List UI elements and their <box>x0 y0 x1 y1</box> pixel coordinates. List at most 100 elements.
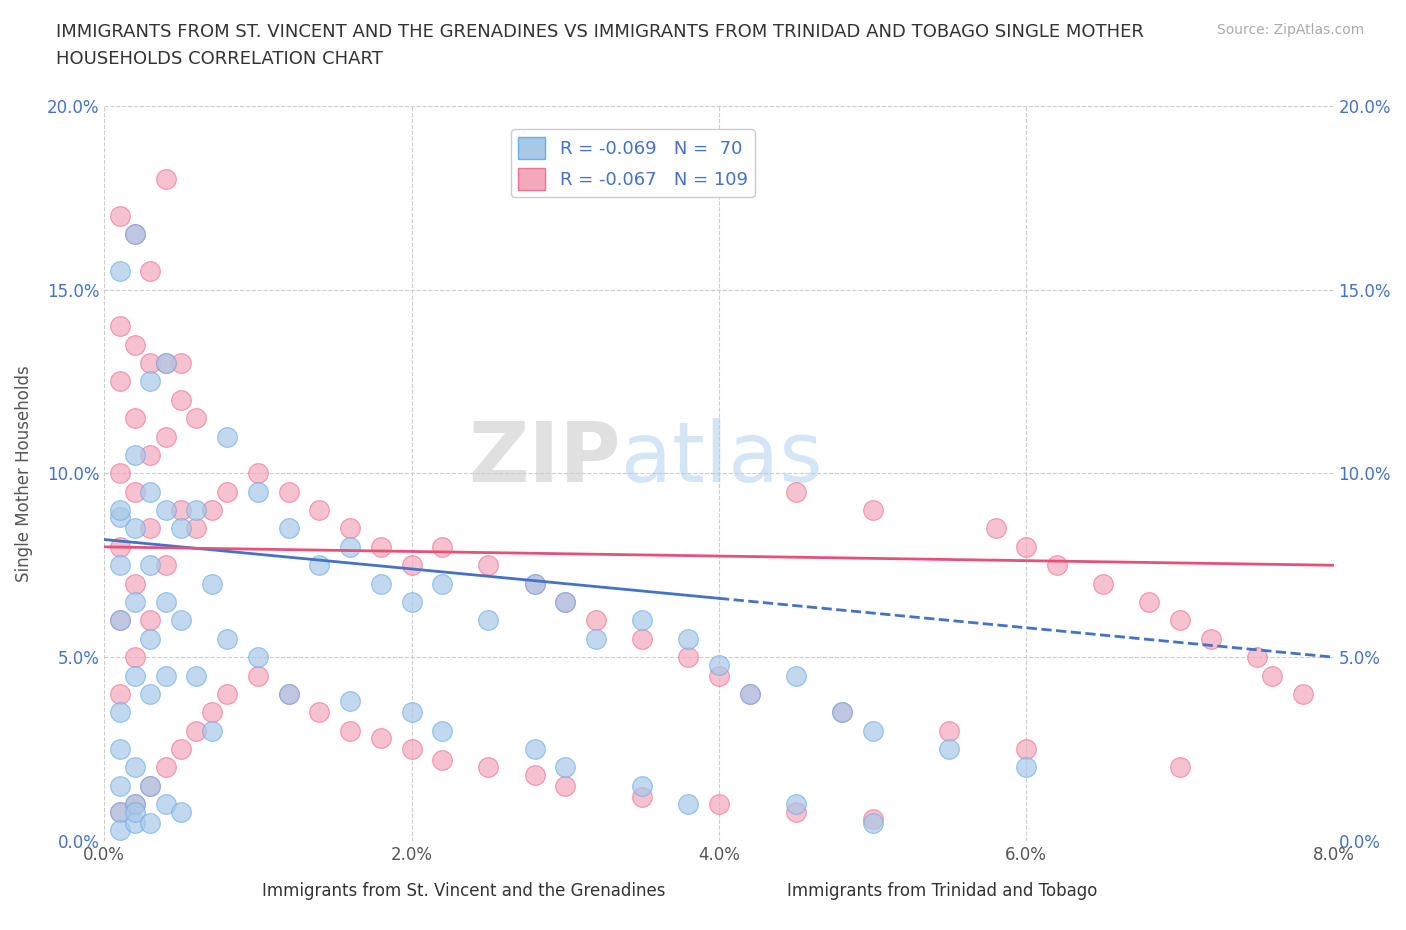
Point <box>108 264 131 279</box>
Point <box>139 521 162 536</box>
Point <box>1015 539 1038 554</box>
Point <box>124 485 146 499</box>
Point <box>170 741 193 756</box>
Point <box>631 778 654 793</box>
Point <box>217 429 239 444</box>
Point <box>938 724 960 738</box>
Point <box>277 521 299 536</box>
Point <box>124 411 146 426</box>
Point <box>339 724 361 738</box>
Point <box>124 447 146 462</box>
Point <box>1292 686 1315 701</box>
Point <box>1246 650 1268 665</box>
Point <box>1261 668 1284 683</box>
Point <box>432 752 454 767</box>
Text: ZIP: ZIP <box>468 418 620 499</box>
Point <box>523 577 546 591</box>
Text: Source: ZipAtlas.com: Source: ZipAtlas.com <box>1216 23 1364 37</box>
Point <box>124 594 146 609</box>
Point <box>124 668 146 683</box>
Point <box>108 613 131 628</box>
Y-axis label: Single Mother Households: Single Mother Households <box>15 365 32 582</box>
Point <box>124 227 146 242</box>
Point <box>707 668 730 683</box>
Point <box>862 503 884 518</box>
Point <box>217 485 239 499</box>
Point <box>554 594 576 609</box>
Point <box>108 503 131 518</box>
Point <box>155 594 177 609</box>
Point <box>339 694 361 709</box>
Point <box>831 705 853 720</box>
Point <box>139 558 162 573</box>
Point <box>339 521 361 536</box>
Point <box>308 558 330 573</box>
Point <box>676 631 699 646</box>
Point <box>246 668 269 683</box>
Point <box>108 558 131 573</box>
Point <box>108 208 131 223</box>
Point <box>401 558 423 573</box>
Point <box>155 355 177 370</box>
Point <box>124 521 146 536</box>
Point <box>1137 594 1160 609</box>
Point <box>139 613 162 628</box>
Point <box>1092 577 1115 591</box>
Point <box>124 577 146 591</box>
Point <box>738 686 761 701</box>
Point <box>246 650 269 665</box>
Point <box>124 650 146 665</box>
Point <box>676 797 699 812</box>
Point <box>170 503 193 518</box>
Point <box>554 760 576 775</box>
Point <box>477 760 499 775</box>
Point <box>108 804 131 819</box>
Point <box>108 374 131 389</box>
Point <box>554 594 576 609</box>
Point <box>277 485 299 499</box>
Point <box>155 429 177 444</box>
Point <box>1168 760 1191 775</box>
Point <box>707 658 730 672</box>
Point <box>124 227 146 242</box>
Point <box>186 724 208 738</box>
Point <box>862 812 884 827</box>
Point <box>523 577 546 591</box>
Point <box>155 760 177 775</box>
Point <box>108 613 131 628</box>
Point <box>124 797 146 812</box>
Point <box>201 724 224 738</box>
Point <box>186 521 208 536</box>
Point <box>108 822 131 837</box>
Point <box>108 741 131 756</box>
Point <box>862 816 884 830</box>
Point <box>707 797 730 812</box>
Point <box>217 631 239 646</box>
Point <box>785 485 807 499</box>
Point <box>170 521 193 536</box>
Point <box>155 668 177 683</box>
Point <box>155 503 177 518</box>
Point <box>170 613 193 628</box>
Point <box>631 631 654 646</box>
Point <box>984 521 1007 536</box>
Point <box>201 577 224 591</box>
Point <box>370 539 392 554</box>
Text: atlas: atlas <box>620 418 823 499</box>
Point <box>370 731 392 746</box>
Point <box>108 510 131 525</box>
Point <box>1046 558 1069 573</box>
Text: Immigrants from Trinidad and Tobago: Immigrants from Trinidad and Tobago <box>787 883 1097 900</box>
Point <box>432 577 454 591</box>
Point <box>108 705 131 720</box>
Point <box>108 686 131 701</box>
Text: IMMIGRANTS FROM ST. VINCENT AND THE GRENADINES VS IMMIGRANTS FROM TRINIDAD AND T: IMMIGRANTS FROM ST. VINCENT AND THE GREN… <box>56 23 1144 68</box>
Point <box>277 686 299 701</box>
Point <box>477 613 499 628</box>
Point <box>124 804 146 819</box>
Point <box>676 650 699 665</box>
Point <box>554 778 576 793</box>
Point <box>585 631 607 646</box>
Point <box>124 797 146 812</box>
Point <box>938 741 960 756</box>
